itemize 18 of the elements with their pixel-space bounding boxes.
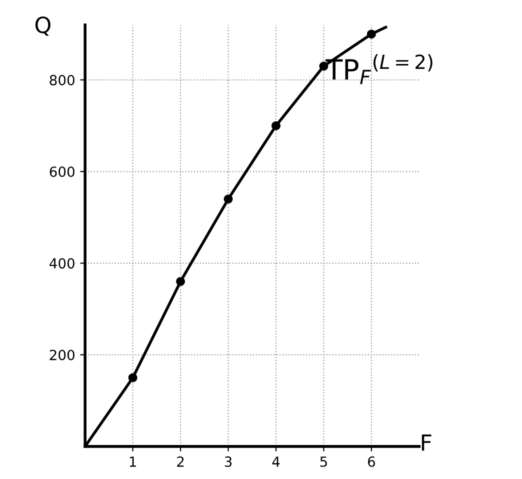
y-tick-label: 400 [50,258,74,269]
x-tick-label: 2 [177,456,184,467]
x-axis-title: F [422,434,432,451]
x-tick-label: 1 [130,456,136,467]
x-tick-label: 3 [224,456,232,467]
point [176,276,186,286]
y-tick-label: 800 [50,74,74,86]
x-tick-label: 6 [368,456,375,467]
y-tick-label: 600 [50,166,74,177]
point [271,121,280,130]
x-tick-label: 4 [272,456,280,467]
y-tick-label: 200 [50,350,74,360]
point [128,373,138,382]
annotation: TP$_{F}$$^{(L=2)}$ [326,54,432,84]
point [366,30,376,39]
y-axis-title: Q [35,16,50,36]
point [224,194,233,204]
x-tick-label: 5 [320,456,327,467]
